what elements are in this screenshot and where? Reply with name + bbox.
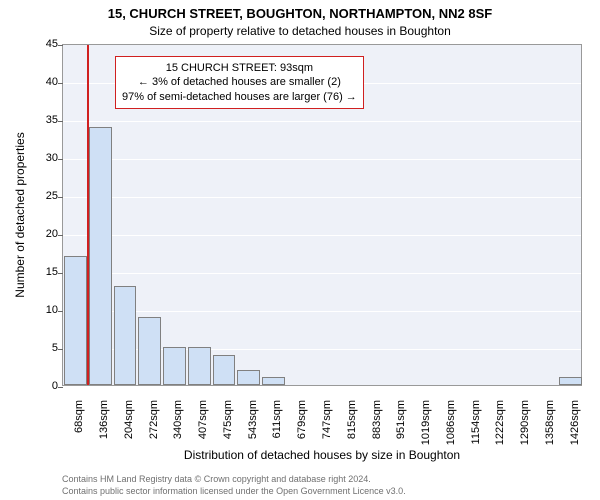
histogram-bar xyxy=(89,127,112,385)
xtick-label: 407sqm xyxy=(197,400,209,460)
annotation-line-1: 15 CHURCH STREET: 93sqm xyxy=(122,61,357,75)
xtick-label: 543sqm xyxy=(247,400,259,460)
xtick-label: 272sqm xyxy=(148,400,160,460)
xtick-label: 1222sqm xyxy=(494,400,506,460)
ytick-mark xyxy=(58,235,63,236)
xtick-label: 679sqm xyxy=(296,400,308,460)
chart-title-main: 15, CHURCH STREET, BOUGHTON, NORTHAMPTON… xyxy=(0,6,600,21)
ytick-label: 45 xyxy=(28,38,58,50)
ytick-mark xyxy=(58,197,63,198)
y-axis-label: Number of detached properties xyxy=(13,132,27,297)
ytick-mark xyxy=(58,273,63,274)
histogram-bar xyxy=(559,377,582,385)
histogram-bar xyxy=(213,355,236,385)
xtick-label: 883sqm xyxy=(371,400,383,460)
ytick-mark xyxy=(58,45,63,46)
ytick-mark xyxy=(58,121,63,122)
xtick-label: 1290sqm xyxy=(519,400,531,460)
xtick-label: 1154sqm xyxy=(470,400,482,460)
ytick-mark xyxy=(58,83,63,84)
histogram-bar xyxy=(237,370,260,385)
gridline xyxy=(63,311,581,312)
ytick-label: 25 xyxy=(28,190,58,202)
ytick-mark xyxy=(58,159,63,160)
histogram-bar xyxy=(138,317,161,385)
histogram-bar xyxy=(114,286,137,385)
ytick-label: 30 xyxy=(28,152,58,164)
histogram-bar xyxy=(163,347,186,385)
xtick-label: 747sqm xyxy=(321,400,333,460)
ytick-label: 20 xyxy=(28,228,58,240)
xtick-label: 475sqm xyxy=(222,400,234,460)
ytick-label: 0 xyxy=(28,380,58,392)
chart-title-sub: Size of property relative to detached ho… xyxy=(0,24,600,38)
xtick-label: 204sqm xyxy=(123,400,135,460)
xtick-label: 136sqm xyxy=(98,400,110,460)
xtick-label: 1086sqm xyxy=(445,400,457,460)
histogram-bar xyxy=(188,347,211,385)
ytick-label: 40 xyxy=(28,76,58,88)
annotation-line-2: ← 3% of detached houses are smaller (2) xyxy=(122,75,357,89)
histogram-bar xyxy=(262,377,285,385)
ytick-mark xyxy=(58,387,63,388)
ytick-label: 10 xyxy=(28,304,58,316)
marker-line xyxy=(87,45,89,385)
gridline xyxy=(63,159,581,160)
gridline xyxy=(63,121,581,122)
annotation-line-3: 97% of semi-detached houses are larger (… xyxy=(122,90,357,104)
xtick-label: 340sqm xyxy=(172,400,184,460)
annotation-box: 15 CHURCH STREET: 93sqm← 3% of detached … xyxy=(115,56,364,109)
xtick-label: 1426sqm xyxy=(569,400,581,460)
xtick-label: 815sqm xyxy=(346,400,358,460)
histogram-bar xyxy=(64,256,87,385)
xtick-label: 1358sqm xyxy=(544,400,556,460)
footer-copyright-2: Contains public sector information licen… xyxy=(62,486,406,496)
xtick-label: 68sqm xyxy=(73,400,85,460)
ytick-label: 5 xyxy=(28,342,58,354)
footer-copyright-1: Contains HM Land Registry data © Crown c… xyxy=(62,474,371,484)
ytick-label: 15 xyxy=(28,266,58,278)
xtick-label: 1019sqm xyxy=(420,400,432,460)
xtick-label: 951sqm xyxy=(395,400,407,460)
xtick-label: 611sqm xyxy=(271,400,283,460)
ytick-mark xyxy=(58,349,63,350)
gridline xyxy=(63,273,581,274)
ytick-label: 35 xyxy=(28,114,58,126)
gridline xyxy=(63,197,581,198)
ytick-mark xyxy=(58,311,63,312)
gridline xyxy=(63,235,581,236)
